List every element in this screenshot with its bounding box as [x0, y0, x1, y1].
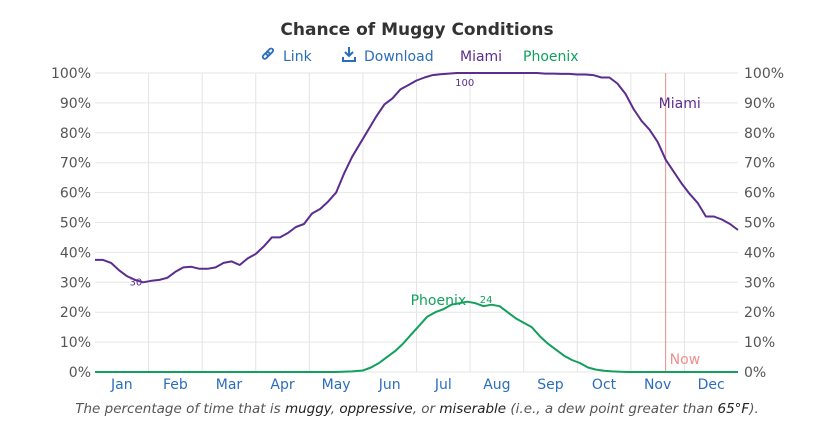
y-tick-label-left: 90%: [60, 96, 91, 112]
caption-threshold: 65°F: [717, 401, 750, 417]
y-tick-label-right: 30%: [744, 275, 775, 291]
toolbar: Link Download Miami Phoenix: [261, 47, 579, 65]
y-axis-left: 0% 10% 20% 30% 40% 50% 60% 70% 80% 90% 100%: [51, 66, 91, 381]
muggy-chart: Chance of Muggy Conditions Link Download…: [51, 20, 784, 393]
y-tick-label-left: 40%: [60, 245, 91, 261]
now-marker: Now: [665, 73, 701, 372]
phoenix-max-label: 24: [480, 295, 493, 306]
link-label: Link: [283, 49, 313, 65]
y-tick-label-right: 80%: [744, 126, 775, 142]
y-axis-right: 0% 10% 20% 30% 40% 50% 60% 70% 80% 90% 100%: [744, 66, 784, 381]
y-tick-label-left: 70%: [60, 156, 91, 172]
y-tick-label-left: 60%: [60, 186, 91, 202]
y-tick-label-left: 30%: [60, 275, 91, 291]
chart-caption: The percentage of time that is muggy, op…: [0, 401, 834, 417]
caption-oppressive: oppressive: [339, 401, 413, 417]
link-icon: [261, 47, 275, 60]
y-tick-label-left: 80%: [60, 126, 91, 142]
x-tick-label[interactable]: Jan: [110, 377, 133, 393]
series-line-phoenix[interactable]: [95, 300, 738, 373]
x-tick-label[interactable]: Oct: [592, 377, 617, 393]
y-tick-label-right: 0%: [744, 365, 766, 381]
caption-suffix: ).: [749, 401, 759, 417]
caption-muggy: muggy: [284, 401, 331, 417]
x-tick-label[interactable]: Mar: [216, 377, 243, 393]
y-tick-label-right: 20%: [744, 305, 775, 321]
miami-min-label: 30: [129, 277, 142, 288]
legend-miami[interactable]: Miami: [460, 49, 502, 65]
download-label: Download: [364, 49, 434, 65]
y-tick-label-left: 50%: [60, 216, 91, 232]
series-labels: Miami 30 100 Phoenix 24: [129, 78, 700, 309]
x-tick-label[interactable]: Sep: [537, 377, 564, 393]
miami-series-label: Miami: [659, 96, 701, 112]
x-tick-label[interactable]: Dec: [698, 377, 725, 393]
download-icon: [342, 47, 356, 62]
series: [95, 72, 739, 373]
caption-sep2: , or: [412, 401, 440, 417]
caption-miserable: miserable: [439, 401, 507, 417]
grid: [95, 72, 738, 373]
y-tick-label-left: 10%: [60, 335, 91, 351]
y-tick-label-right: 90%: [744, 96, 775, 112]
link-button[interactable]: Link: [261, 47, 313, 65]
x-tick-label[interactable]: Jun: [378, 377, 401, 393]
y-tick-label-left: 0%: [69, 365, 91, 381]
caption-sep1: ,: [330, 401, 340, 417]
legend-phoenix[interactable]: Phoenix: [523, 49, 579, 65]
x-tick-label[interactable]: Feb: [163, 377, 188, 393]
phoenix-series-label: Phoenix: [411, 293, 467, 309]
x-axis: Jan Feb Mar Apr May Jun Jul Aug Sep Oct Nov Dec: [110, 377, 725, 393]
download-button[interactable]: Download: [342, 47, 434, 65]
y-tick-label-right: 100%: [744, 66, 784, 82]
x-tick-label[interactable]: Nov: [644, 377, 671, 393]
y-tick-label-left: 100%: [51, 66, 91, 82]
miami-max-label: 100: [455, 78, 474, 89]
x-tick-label[interactable]: Apr: [270, 377, 294, 393]
x-tick-label[interactable]: Jul: [434, 377, 452, 393]
x-tick-label[interactable]: May: [322, 377, 351, 393]
caption-prefix: The percentage of time that is: [75, 401, 285, 417]
chart-title: Chance of Muggy Conditions: [280, 20, 553, 40]
y-tick-label-right: 10%: [744, 335, 775, 351]
y-tick-label-left: 20%: [60, 305, 91, 321]
x-tick-label[interactable]: Aug: [483, 377, 510, 393]
now-label: Now: [670, 352, 701, 368]
y-tick-label-right: 60%: [744, 186, 775, 202]
y-tick-label-right: 40%: [744, 245, 775, 261]
series-line-miami[interactable]: [95, 72, 739, 284]
y-tick-label-right: 50%: [744, 216, 775, 232]
caption-middle: (i.e., a dew point greater than: [506, 401, 718, 417]
y-tick-label-right: 70%: [744, 156, 775, 172]
